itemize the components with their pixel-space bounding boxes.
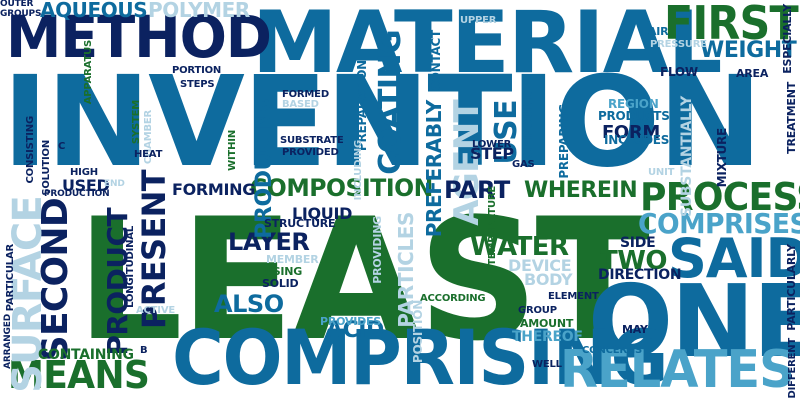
word-process: PROCESS <box>640 175 800 219</box>
word-steps: STEPS <box>180 79 215 90</box>
word-position: POSITION <box>411 300 425 364</box>
word-pressure: PRESSURE <box>650 39 707 50</box>
word-method: METHOD <box>6 3 272 71</box>
word-mixture: MIXTURE <box>715 128 729 188</box>
word-first: FIRST <box>664 0 799 50</box>
word-apparatus: APPARATUS <box>83 40 94 105</box>
word-composition: COMPOSITION <box>250 174 433 202</box>
word-aqueous: AQUEOUS <box>40 0 148 22</box>
word-part: PART <box>444 176 510 204</box>
word-forming: FORMING <box>172 180 256 199</box>
word-treatment: TREATMENT <box>785 82 798 154</box>
word-preferably: PREFERABLY <box>422 100 446 238</box>
word-also: ALSO <box>214 290 284 318</box>
word-gas: GAS <box>512 159 535 170</box>
word-solid: SOLID <box>262 277 299 290</box>
word-includes: INCLUDES <box>604 133 670 147</box>
word-particularly: PARTICULARLY <box>785 244 798 331</box>
word-heat: HEAT <box>134 149 163 160</box>
word-high: HIGH <box>70 167 98 178</box>
word-particular: PARTICULAR <box>5 244 16 312</box>
word-different: DIFFERENT <box>787 338 798 399</box>
word-arranged: ARRANGED <box>3 314 13 369</box>
word-amount: AMOUNT <box>520 317 574 330</box>
word-end: END <box>104 179 125 189</box>
word-group: GROUP <box>518 305 557 316</box>
word-relates: RELATES <box>560 340 795 400</box>
word-preparing: PREPARING <box>557 104 571 179</box>
word-consisting: CONSISTING <box>25 116 36 184</box>
word-wherein: WHEREIN <box>524 178 638 203</box>
word-means: MEANS <box>8 353 150 397</box>
word-invention: INVENTION <box>2 50 763 195</box>
word-flow: FLOW <box>660 65 698 79</box>
word-polymer: POLYMER <box>148 0 250 22</box>
word-outer: OUTER <box>0 0 34 9</box>
word-substrate: SUBSTRATE <box>280 135 344 146</box>
word-system: SYSTEM <box>131 100 142 145</box>
word-well: WELL <box>532 359 562 370</box>
word-acid: ACID <box>326 318 384 343</box>
word-groups: GROUPS <box>0 9 42 19</box>
word-least: LEAST <box>76 182 650 378</box>
word-c: C <box>58 141 66 152</box>
word-concerns: CONCERNS <box>582 345 643 356</box>
word-compound: COMPOUND <box>521 90 535 168</box>
word-provides: PROVIDES <box>320 315 382 328</box>
word-providing: PROVIDING <box>371 216 384 284</box>
word-thereof: THEREOF <box>512 329 583 345</box>
word-step: STEP <box>470 144 514 163</box>
word-portion: PORTION <box>172 65 222 76</box>
word-liquid: LIQUID <box>292 204 353 223</box>
word-based: BASED <box>282 99 319 110</box>
word-longitudinal: LONGITUDINAL <box>125 226 136 308</box>
word-said: SAID <box>668 227 800 290</box>
word-form: FORM <box>602 122 660 143</box>
word-lower: LOWER <box>472 139 512 150</box>
word-coating: COATING <box>373 30 408 175</box>
word-especially: ESPECIALLY <box>781 4 794 74</box>
word-side: SIDE <box>620 235 656 251</box>
word-according: ACCORDING <box>420 293 486 304</box>
word-provided: PROVIDED <box>282 147 339 158</box>
word-comprising: COMPRISING <box>172 313 668 400</box>
word-device: DEVICE <box>508 256 572 275</box>
word-unit: UNIT <box>648 167 675 178</box>
word-using: USING <box>264 265 303 278</box>
word-preparation: PREPARATION <box>355 60 369 152</box>
word-structure: STRUCTURE <box>264 217 336 230</box>
word-b: B <box>140 345 148 356</box>
word-area: AREA <box>736 67 769 80</box>
word-water: WATER <box>470 232 569 262</box>
word-production: PRODUCTION <box>44 189 110 199</box>
word-body: BODY <box>524 270 573 289</box>
word-element: ELEMENT <box>548 291 599 302</box>
word-formed: FORMED <box>282 89 329 100</box>
word-containing: CONTAINING <box>38 347 134 363</box>
word-active: ACTIVE <box>136 305 175 316</box>
word-temperature: TEMPERATURE <box>487 186 498 266</box>
word-weight: WEIGHT <box>700 38 797 63</box>
word-used: USED <box>62 176 110 195</box>
word-air: AIR <box>648 25 669 38</box>
word-upper: UPPER <box>460 15 497 26</box>
word-comprises: COMPRISES <box>638 207 800 240</box>
word-may: MAY <box>622 323 648 336</box>
word-region: REGION <box>608 97 659 111</box>
word-substantially: SUBSTANTIALLY <box>679 96 695 217</box>
word-contact: CONTACT <box>429 30 443 91</box>
word-direction: DIRECTION <box>598 267 682 283</box>
word-within: WITHIN <box>227 130 238 171</box>
word-solution: SOLUTION <box>41 140 52 196</box>
word-layer: LAYER <box>228 228 310 256</box>
word-member: MEMBER <box>266 253 319 266</box>
word-material: MATERIAL <box>252 0 722 93</box>
word-two: TWO <box>600 246 667 276</box>
word-including: INCLUDING <box>353 140 364 201</box>
word-products: PRODUCTS <box>598 109 670 123</box>
word-one: ONE <box>588 263 800 380</box>
